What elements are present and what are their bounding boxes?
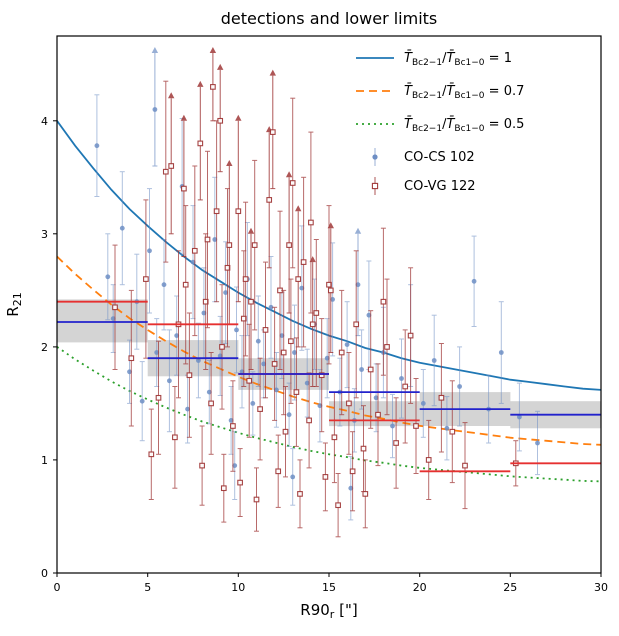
svg-text:0: 0 <box>41 567 48 580</box>
svg-text:25: 25 <box>503 581 517 594</box>
svg-text:30: 30 <box>594 581 608 594</box>
svg-text:20: 20 <box>413 581 427 594</box>
x-axis-ticks: 0 5 10 15 20 25 30 <box>54 573 608 594</box>
svg-text:15: 15 <box>322 581 336 594</box>
svg-text:2: 2 <box>41 341 48 354</box>
svg-text:5: 5 <box>144 581 151 594</box>
svg-text:1: 1 <box>41 454 48 467</box>
svg-text:0: 0 <box>54 581 61 594</box>
svg-text:4: 4 <box>41 115 48 128</box>
svg-text:CO-VG 122: CO-VG 122 <box>404 179 476 194</box>
svg-text:3: 3 <box>41 228 48 241</box>
median-step-lines <box>57 300 601 473</box>
y-axis-ticks: 0 1 2 3 4 <box>41 115 57 580</box>
co-cs-points <box>94 47 541 521</box>
svg-text:10: 10 <box>231 581 245 594</box>
svg-text:T̄Bc2−1/T̄Bc1−0 = 0.5: T̄Bc2−1/T̄Bc1−0 = 0.5 <box>404 117 524 134</box>
x-axis-label: R90r ["] <box>300 601 357 621</box>
legend: T̄Bc2−1/T̄Bc1−0 = 1 T̄Bc2−1/T̄Bc1−0 = 0.7… <box>356 51 524 195</box>
svg-text:CO-CS 102: CO-CS 102 <box>404 150 475 165</box>
svg-text:T̄Bc2−1/T̄Bc1−0 = 1: T̄Bc2−1/T̄Bc1−0 = 1 <box>404 51 512 68</box>
chart-title: detections and lower limits <box>221 9 438 28</box>
svg-text:T̄Bc2−1/T̄Bc1−0 = 0.7: T̄Bc2−1/T̄Bc1−0 = 0.7 <box>404 84 524 101</box>
